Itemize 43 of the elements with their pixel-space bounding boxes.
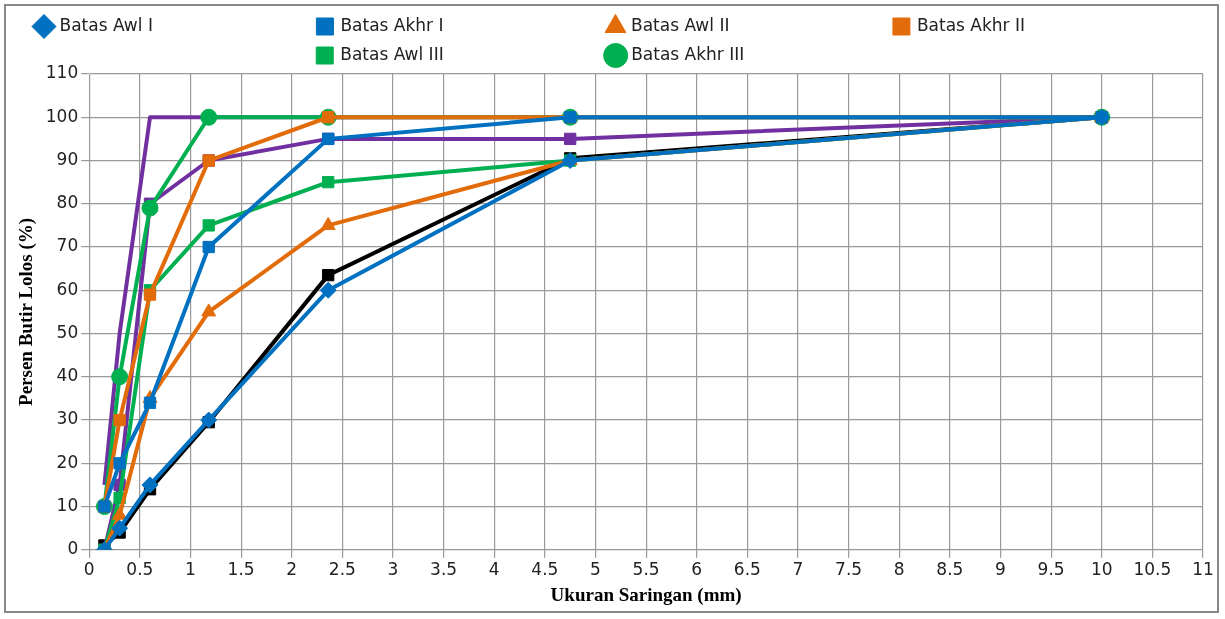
y-axis-title: Persen Butir Lolos (%) — [15, 217, 38, 406]
x-tick-label: 4.5 — [531, 559, 559, 580]
x-tick-label: 1 — [185, 559, 196, 580]
x-tick-label: 5 — [590, 559, 601, 580]
x-tick-label: 7.5 — [835, 559, 863, 580]
legend-label: Batas Akhr II — [916, 14, 1178, 35]
y-tick-label: 50 — [56, 321, 79, 342]
legend-label: Batas Awl III — [340, 43, 597, 64]
x-axis-title: Ukuran Saringan (mm) — [550, 583, 742, 606]
x-tick-label: 1.5 — [227, 559, 255, 580]
y-tick-label: 80 — [56, 192, 79, 213]
y-tick-label: 90 — [56, 148, 79, 169]
legend-label: Batas Akhr I — [340, 14, 597, 35]
y-tick-label: 0 — [67, 538, 79, 559]
x-tick-label: 8 — [893, 559, 905, 580]
x-tick-label: 6 — [691, 559, 703, 580]
x-tick-label: 5.5 — [632, 559, 660, 580]
x-tick-label: 4 — [488, 559, 500, 580]
x-tick-label: 6.5 — [733, 559, 761, 580]
legend-label: Batas Akhr III — [631, 43, 898, 64]
x-tick-label: 3.5 — [430, 559, 458, 580]
y-tick-label: 20 — [56, 451, 79, 472]
y-tick-label: 110 — [45, 62, 79, 83]
x-tick-label: 9.5 — [1037, 559, 1065, 580]
y-tick-label: 10 — [56, 494, 79, 515]
x-tick-label: 8.5 — [936, 559, 964, 580]
y-tick-label: 60 — [56, 278, 79, 299]
y-tick-label: 100 — [45, 105, 79, 126]
y-tick-label: 70 — [56, 235, 79, 256]
x-tick-label: 9 — [995, 559, 1006, 580]
x-tick-label: 0.5 — [126, 559, 154, 580]
x-tick-label: 2.5 — [328, 559, 356, 580]
x-tick-label: 10.5 — [1133, 559, 1172, 580]
x-tick-label: 0 — [83, 559, 95, 580]
x-tick-label: 7 — [792, 559, 804, 580]
x-tick-label: 11 — [1192, 559, 1214, 580]
x-tick-label: 10 — [1090, 559, 1113, 580]
y-tick-label: 30 — [56, 408, 79, 429]
legend-label: Batas Awl II — [630, 14, 883, 35]
x-tick-label: 2 — [286, 559, 298, 580]
x-tick-label: 3 — [387, 559, 399, 580]
y-tick-label: 40 — [56, 365, 79, 386]
legend-label: Batas Awl I — [59, 14, 306, 35]
